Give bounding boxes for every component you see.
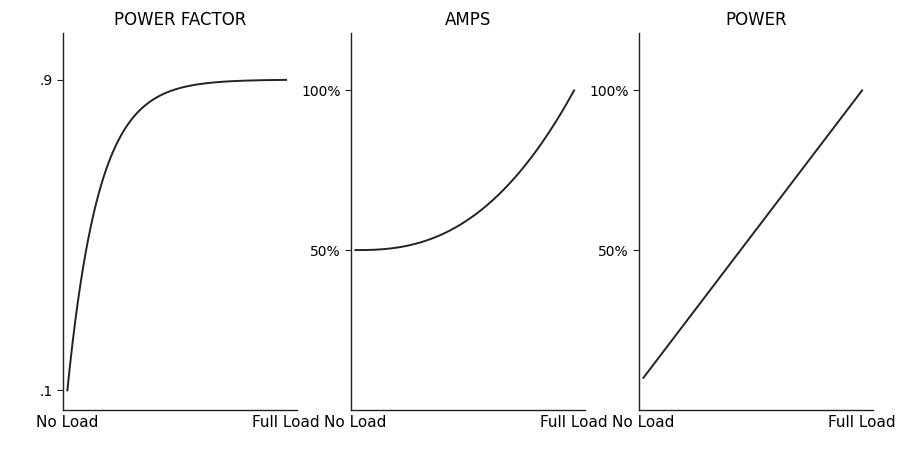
Title: POWER FACTOR: POWER FACTOR bbox=[113, 11, 247, 29]
Title: AMPS: AMPS bbox=[445, 11, 491, 29]
Title: POWER: POWER bbox=[725, 11, 787, 29]
